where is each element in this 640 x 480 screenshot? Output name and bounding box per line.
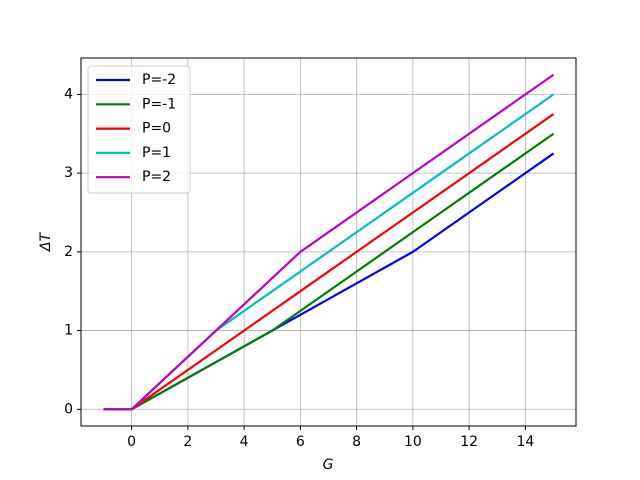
x-tick-label: 10 <box>404 434 422 450</box>
x-tick-label: 14 <box>516 434 534 450</box>
y-tick-label: 3 <box>64 165 73 181</box>
x-tick-label: 12 <box>460 434 478 450</box>
legend: P=-2 P=-1 P=0 P=1 P=2 <box>87 65 191 194</box>
x-tick-label: 6 <box>296 434 305 450</box>
x-tick-label: 0 <box>127 434 136 450</box>
x-axis-label: G <box>323 457 334 473</box>
y-tick-label: 4 <box>64 86 73 102</box>
x-tick-label: 8 <box>352 434 361 450</box>
legend-label: P=-2 <box>142 72 176 88</box>
legend-label: P=2 <box>142 169 171 185</box>
legend-label: P=1 <box>142 145 171 161</box>
series-line <box>103 73 555 411</box>
x-tick-label: 4 <box>240 434 249 450</box>
y-tick-label: 0 <box>64 401 73 417</box>
legend-box <box>87 65 191 194</box>
x-tick-label: 2 <box>183 434 192 450</box>
plot-frame <box>80 57 577 427</box>
y-tick-label: 2 <box>64 244 73 260</box>
legend-label: P=0 <box>142 121 171 137</box>
y-tick-label: 1 <box>64 323 73 339</box>
y-axis-label: ΔT <box>38 231 54 252</box>
legend-label: P=-1 <box>142 96 176 112</box>
